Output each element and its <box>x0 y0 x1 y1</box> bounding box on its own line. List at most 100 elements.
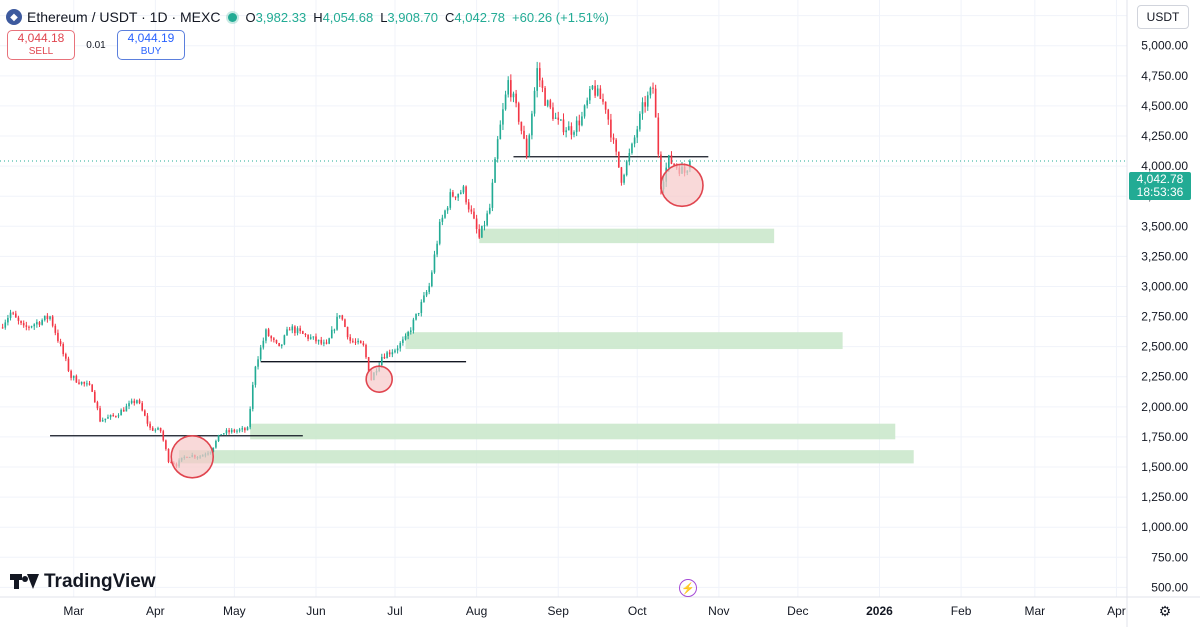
candle-body <box>610 119 612 138</box>
time-axis[interactable]: Mar Apr May Jun Jul Aug Sep Oct Nov Dec 2026 Feb Mar… <box>63 604 1125 618</box>
candle-body <box>338 315 341 317</box>
gear-icon[interactable]: ⚙ <box>1158 602 1172 619</box>
candle <box>620 166 623 186</box>
candle <box>596 84 599 97</box>
candle-body <box>512 93 515 98</box>
candle <box>317 339 320 345</box>
candle <box>441 214 444 226</box>
candle-body <box>612 137 615 140</box>
candle <box>573 130 575 138</box>
support-zone <box>179 450 914 464</box>
candle-body <box>567 126 570 131</box>
candle-body <box>639 113 641 130</box>
candle-body <box>357 340 359 343</box>
candle-body <box>262 340 265 348</box>
candle <box>36 319 38 328</box>
candle <box>299 325 301 334</box>
candle-body <box>352 340 354 342</box>
candle <box>233 428 236 433</box>
candle-body <box>462 186 465 193</box>
candle <box>623 173 625 185</box>
candle <box>654 84 657 118</box>
candle <box>417 312 420 317</box>
candle <box>41 318 43 326</box>
candle-body <box>149 423 151 428</box>
tradingview-logo[interactable]: TradingView <box>10 571 156 593</box>
candle-body <box>594 85 596 96</box>
symbol-title[interactable]: Ethereum / USDT · 1D · MEXC <box>27 9 221 25</box>
buy-button[interactable]: 4,044.19 BUY <box>117 30 185 60</box>
market-status-icon[interactable] <box>228 12 238 22</box>
candle <box>57 329 59 343</box>
candle <box>444 209 446 219</box>
candle <box>520 121 523 135</box>
sell-button[interactable]: 4,044.18 SELL <box>7 30 75 60</box>
candle-body <box>620 167 623 183</box>
candle <box>365 343 367 359</box>
candle-body <box>341 315 344 320</box>
candle-body <box>386 352 388 359</box>
candle <box>428 282 431 295</box>
candle <box>541 77 544 93</box>
candle <box>112 413 115 417</box>
candle-body <box>304 333 307 335</box>
candle-body <box>312 336 315 338</box>
candle <box>415 313 417 321</box>
candle <box>167 448 170 464</box>
ethereum-logo-icon: ◆ <box>6 9 22 25</box>
candle-body <box>602 98 604 102</box>
candle <box>649 86 652 99</box>
y-tick-label: 3,500.00 <box>1141 219 1188 233</box>
candle-body <box>259 347 262 360</box>
candle <box>607 108 610 125</box>
candle-body <box>644 102 646 107</box>
candle-body <box>154 429 157 431</box>
candle-body <box>536 68 538 91</box>
candle <box>570 122 573 140</box>
candle-body <box>217 435 220 442</box>
candle-body <box>86 383 88 385</box>
candle-body <box>604 101 607 110</box>
price-axis[interactable]: 500.00 750.00 1,000.00 1,250.00 1,500.00 1,75… <box>1141 9 1188 595</box>
candle <box>639 111 641 132</box>
candle-body <box>520 121 523 131</box>
candle-body <box>459 192 462 194</box>
currency-select[interactable]: USDT <box>1137 5 1189 29</box>
candle-body <box>38 322 41 325</box>
candle-body <box>125 406 128 412</box>
x-tick-label: Apr <box>146 604 165 618</box>
symbol-header: ◆ Ethereum / USDT · 1D · MEXC O3,982.33 … <box>6 6 609 28</box>
candle-body <box>552 107 554 119</box>
candle <box>33 323 36 330</box>
candle <box>99 405 101 423</box>
candle-body <box>136 400 138 404</box>
candle <box>386 350 388 359</box>
candle-body <box>17 317 20 321</box>
candle-body <box>49 316 51 319</box>
candle <box>294 325 296 336</box>
x-tick-label: 2026 <box>866 604 893 618</box>
candle <box>4 319 7 330</box>
candle-body <box>557 117 560 120</box>
candle-body <box>488 207 491 214</box>
candle-body <box>449 192 452 208</box>
x-tick-label: Sep <box>548 604 570 618</box>
candle-body <box>670 155 673 164</box>
candle <box>533 87 536 117</box>
candle <box>436 240 438 258</box>
candle-body <box>315 336 317 342</box>
candle-body <box>473 211 475 219</box>
candle <box>507 76 510 98</box>
lightning-icon[interactable]: ⚡ <box>679 579 697 597</box>
candle <box>46 313 49 323</box>
candle <box>154 428 157 433</box>
candle-body <box>362 343 365 346</box>
candle-body <box>541 80 544 88</box>
candle-body <box>560 119 562 121</box>
x-tick-label: Jul <box>387 604 402 618</box>
candle <box>165 439 167 451</box>
candle-body <box>96 402 99 409</box>
candle-body <box>299 328 301 332</box>
candle <box>454 196 457 201</box>
